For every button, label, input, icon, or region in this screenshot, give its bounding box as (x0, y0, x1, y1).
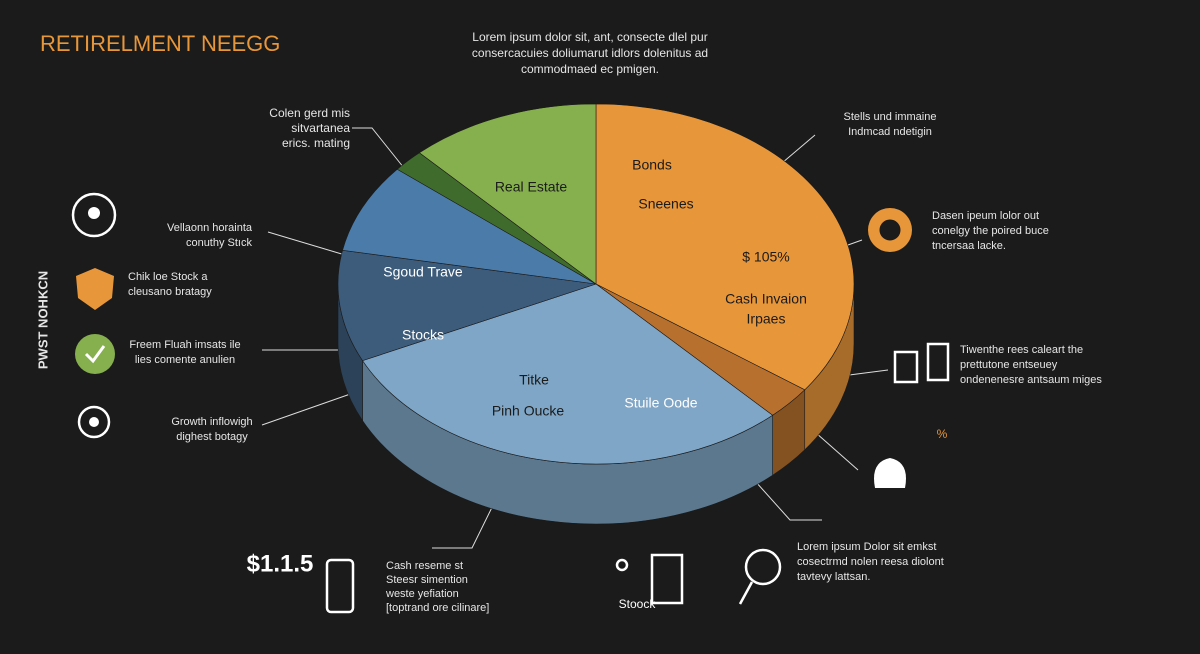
slice-label: Stuile Oode (624, 395, 697, 411)
annotation: dighest botagy (176, 431, 248, 443)
slice (418, 103, 597, 285)
annotation: Lorem ipsum Dolor sit emkst (797, 541, 936, 553)
annotation: Sneenes (638, 196, 693, 212)
slice (595, 103, 855, 391)
annotation: Cash Invaion (725, 291, 807, 307)
slice-label: Sgoud Trave (383, 264, 463, 280)
annotation: $ 105% (742, 249, 789, 265)
annotation: Colen gerd mis (269, 106, 350, 120)
slice (362, 283, 774, 465)
slice (337, 249, 597, 361)
slice-label: Bonds (632, 157, 672, 173)
annotation: Dasen ipeum lolor out (932, 210, 1039, 222)
annotation: ondenenesre antsaum miges (960, 374, 1102, 386)
annotation: % (937, 427, 948, 441)
annotation: consercacuies doliumarut idlors dolenitu… (472, 46, 708, 60)
slice (342, 168, 597, 285)
annotation: Chik loe Stock a (128, 271, 208, 283)
annotation: lies comente anulien (135, 354, 235, 366)
annotation: conelgy the poired buce (932, 225, 1049, 237)
annotation: tncersaa lacke. (932, 240, 1006, 252)
annotation: weste yefiation (385, 588, 459, 600)
title: RETIRELMENT NEEGG (40, 31, 280, 56)
annotation: Pinh Oucke (492, 403, 565, 419)
pie: Bonds Stuile Oode Stocks Sgoud Trave Real Es… (337, 103, 855, 525)
annotation: Titke (519, 372, 549, 388)
annotation: Lorem ipsum dolor sit, ant, consecte dle… (472, 30, 707, 44)
annotation: cosectrmd nolen reesa diolont (797, 556, 944, 568)
annotation: Irpaes (747, 311, 786, 327)
annotation: sitvartanea (291, 121, 350, 135)
annotation: Tiwenthe rees caleart the (960, 344, 1083, 356)
annotation: conuthy Stıck (186, 237, 253, 249)
annotation: [toptrand ore cilinare] (386, 602, 489, 614)
annotation: prettutone entseuey (960, 359, 1058, 371)
annotation: Stoock (619, 597, 657, 611)
side-title: PWST NOHKCN (35, 271, 50, 369)
annotation: cleusano bratagy (128, 286, 212, 298)
annotation: Cash reseme st (386, 560, 463, 572)
annotation: erics. mating (282, 136, 350, 150)
annotation: Vellaonn horainta (167, 222, 253, 234)
annotation: Freem Fluah imsats ile (129, 339, 240, 351)
annotation: Indmcad ndetigin (848, 126, 932, 138)
slice-label: Stocks (402, 327, 444, 343)
slice-label: Real Estate (495, 179, 568, 195)
annotation: commodmaed ec pmigen. (521, 62, 659, 76)
annotation: Steesr simention (386, 574, 468, 586)
annotation: Growth inflowigh (171, 416, 252, 428)
annotation: Stells und immaine (844, 111, 937, 123)
annotation: tavtevy lattsan. (797, 571, 870, 583)
annotation: $1.1.5 (247, 550, 314, 577)
icons (71, 192, 950, 614)
